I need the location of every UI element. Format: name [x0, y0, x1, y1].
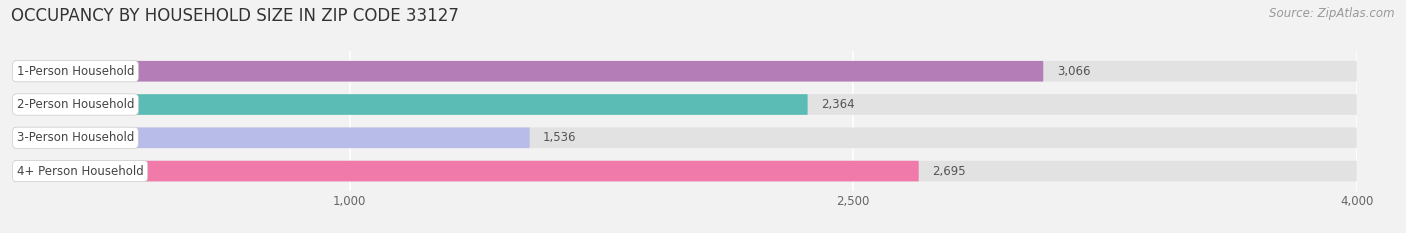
Text: 2,695: 2,695 [932, 164, 966, 178]
FancyBboxPatch shape [14, 161, 1357, 182]
FancyBboxPatch shape [14, 94, 807, 115]
Text: 2,364: 2,364 [821, 98, 855, 111]
FancyBboxPatch shape [14, 127, 530, 148]
Text: OCCUPANCY BY HOUSEHOLD SIZE IN ZIP CODE 33127: OCCUPANCY BY HOUSEHOLD SIZE IN ZIP CODE … [11, 7, 460, 25]
FancyBboxPatch shape [14, 94, 1357, 115]
Text: 3,066: 3,066 [1057, 65, 1090, 78]
FancyBboxPatch shape [14, 161, 918, 182]
Text: 1-Person Household: 1-Person Household [17, 65, 134, 78]
FancyBboxPatch shape [14, 61, 1357, 82]
Text: 1,536: 1,536 [543, 131, 576, 144]
Text: 2-Person Household: 2-Person Household [17, 98, 134, 111]
Text: 4+ Person Household: 4+ Person Household [17, 164, 143, 178]
FancyBboxPatch shape [14, 127, 1357, 148]
FancyBboxPatch shape [14, 61, 1043, 82]
Text: 3-Person Household: 3-Person Household [17, 131, 134, 144]
Text: Source: ZipAtlas.com: Source: ZipAtlas.com [1270, 7, 1395, 20]
